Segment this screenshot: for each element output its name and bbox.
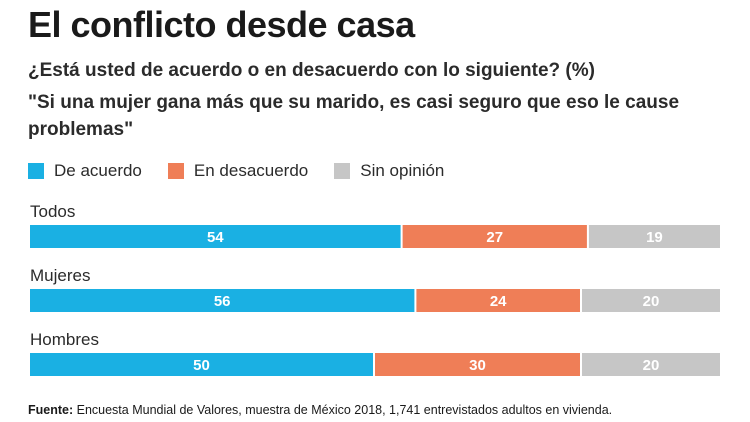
bar-mujeres-series-0 [30,289,415,312]
survey-question: ¿Está usted de acuerdo o en desacuerdo c… [28,60,595,81]
legend-label-de-acuerdo: De acuerdo [54,161,142,180]
data-label-todos-series-1: 27 [486,229,503,246]
stacked-bar-chart: Todos 54 27 19 Mujeres 56 24 20 Hombres 50 30 20 [30,202,720,376]
category-label-todos: Todos [30,202,75,221]
data-label-mujeres-series-1: 24 [490,293,507,310]
data-label-mujeres-series-0: 56 [214,293,231,310]
survey-statement: "Si una mujer gana más que su marido, es… [28,92,680,140]
chart-legend: De acuerdo En desacuerdo Sin opinión [28,161,470,181]
data-label-hombres-series-0: 50 [193,357,210,374]
category-label-mujeres: Mujeres [30,266,90,285]
data-label-hombres-series-1: 30 [469,357,486,374]
legend-swatch-de-acuerdo [28,163,44,179]
chart-title: El conflicto desde casa [28,4,415,45]
legend-label-en-desacuerdo: En desacuerdo [193,161,309,180]
bar-todos-series-0 [30,225,401,248]
bar-hombres-series-2 [582,353,720,376]
legend-item-en-desacuerdo: En desacuerdo [167,161,309,181]
bar-todos-series-1 [402,225,587,248]
source-note: Fuente: Encuesta Mundial de Valores, mue… [28,403,612,417]
data-label-mujeres-series-2: 20 [643,293,660,310]
bar-mujeres-series-2 [582,289,720,312]
source-text: Encuesta Mundial de Valores, muestra de … [73,403,613,417]
source-label: Fuente: [28,403,74,417]
bar-mujeres-series-1 [416,289,580,312]
bar-hombres-series-0 [30,353,373,376]
bar-hombres-series-1 [375,353,580,376]
data-label-todos-series-0: 54 [207,229,224,246]
category-label-hombres: Hombres [30,330,99,349]
bar-todos-series-2 [588,225,720,248]
legend-label-sin-opinion: Sin opinión [360,161,445,180]
data-label-todos-series-2: 19 [646,229,663,246]
legend-swatch-en-desacuerdo [167,163,184,179]
legend-item-sin-opinion: Sin opinión [334,161,444,181]
legend-item-de-acuerdo: De acuerdo [28,161,142,181]
legend-swatch-sin-opinion [334,163,351,179]
data-label-hombres-series-2: 20 [643,357,660,374]
